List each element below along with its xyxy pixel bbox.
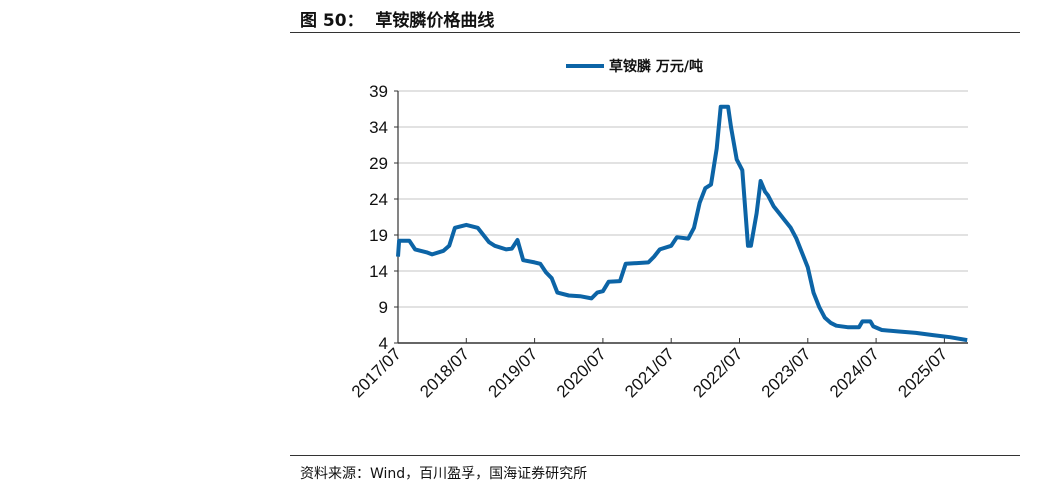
- top-divider: [290, 32, 1020, 33]
- bottom-divider: [290, 455, 1020, 456]
- y-tick-label: 14: [369, 262, 388, 281]
- price-chart: 4 9 14 19 24 29 34 39 2017/07 2018/07 2019/07 2020/…: [348, 58, 968, 401]
- y-tick-label: 19: [369, 226, 388, 245]
- x-tick-label: 2021/07: [621, 344, 678, 401]
- x-tick-label: 2017/07: [348, 344, 405, 401]
- x-tick-label: 2020/07: [553, 344, 610, 401]
- y-tick-label: 39: [369, 82, 388, 101]
- legend: 草铵膦 万元/吨: [566, 58, 703, 75]
- legend-label: 草铵膦 万元/吨: [609, 58, 703, 75]
- y-tick-label: 4: [379, 334, 388, 353]
- x-tick-label: 2023/07: [758, 344, 815, 401]
- x-tick-label: 2018/07: [416, 344, 473, 401]
- y-tick-label: 29: [369, 154, 388, 173]
- x-tick-label: 2022/07: [689, 344, 746, 401]
- price-line: [396, 104, 968, 343]
- y-tick-label: 34: [369, 118, 388, 137]
- x-tick-label: 2019/07: [485, 344, 542, 401]
- y-tick-label: 9: [379, 298, 388, 317]
- x-tick-label: 2024/07: [826, 344, 883, 401]
- figure-title: 图 50： 草铵膦价格曲线: [300, 11, 495, 31]
- y-tick-label: 24: [369, 190, 388, 209]
- source-note: 资料来源：Wind，百川盈孚，国海证券研究所: [300, 466, 588, 482]
- x-tick-label: 2025/07: [894, 344, 951, 401]
